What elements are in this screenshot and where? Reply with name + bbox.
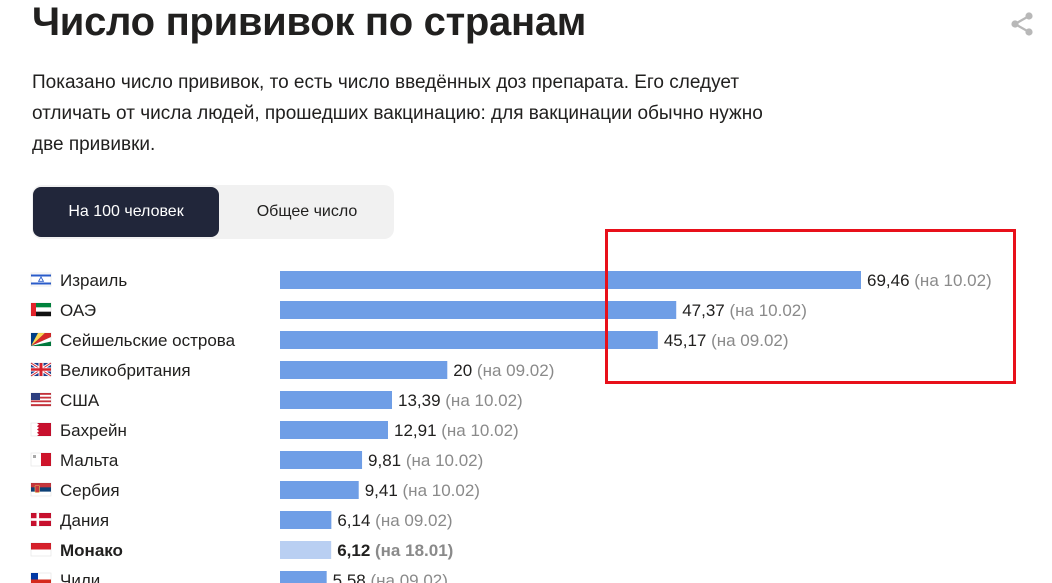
value-number: 13,39 [398, 391, 441, 410]
value-label: 47,37 (на 10.02) [682, 301, 807, 320]
vaccination-bar-chart: Израиль 69,46 (на 10.02) ОАЭ 47,37 (на 10.0… [30, 271, 992, 583]
value-label: 13,39 (на 10.02) [398, 391, 523, 410]
tab-total[interactable]: Общее число [256, 203, 358, 220]
flag-denmark-icon [30, 512, 52, 527]
chart-row: США 13,39 (на 10.02) [30, 391, 523, 410]
flag-usa-icon [30, 392, 52, 407]
value-number: 6,12 [337, 541, 370, 560]
value-label: 6,12 (на 18.01) [337, 541, 453, 560]
value-number: 6,14 [337, 511, 370, 530]
chart-bar [280, 541, 332, 559]
metric-tabs: На 100 человек Общее число [32, 185, 394, 239]
chart-bar [280, 421, 388, 439]
flag-monaco-icon [30, 542, 52, 557]
value-label: 69,46 (на 10.02) [867, 271, 992, 290]
value-number: 9,41 [365, 481, 398, 500]
value-date: (на 10.02) [441, 391, 523, 410]
flag-chile-icon [30, 572, 52, 583]
page-title: Число прививок по странам [32, 0, 587, 44]
chart-bar [280, 511, 332, 529]
value-label: 9,81 (на 10.02) [368, 451, 483, 470]
value-date: (на 10.02) [437, 421, 519, 440]
value-number: 9,81 [368, 451, 401, 470]
chart-row: Дания 6,14 (на 09.02) [30, 511, 453, 530]
value-number: 5,58 [333, 571, 366, 583]
country-label: Дания [60, 511, 109, 530]
country-label: Великобритания [60, 361, 191, 380]
country-label: Бахрейн [60, 421, 127, 440]
chart-row: Израиль 69,46 (на 10.02) [30, 271, 992, 290]
chart-row: Монако 6,12 (на 18.01) [30, 541, 453, 560]
value-number: 20 [453, 361, 472, 380]
flag-malta-icon [30, 452, 52, 467]
chart-row: Сейшельские острова 45,17 (на 09.02) [30, 331, 789, 350]
value-label: 6,14 (на 09.02) [337, 511, 452, 530]
value-number: 12,91 [394, 421, 437, 440]
chart-bar [280, 391, 393, 409]
chart-row: Чили 5,58 (на 09.02) [30, 571, 448, 583]
value-date: (на 09.02) [472, 361, 554, 380]
page-description: Показано число прививок, то есть число в… [32, 72, 763, 155]
chart-row: Мальта 9,81 (на 10.02) [30, 451, 483, 470]
share-icon[interactable] [1008, 10, 1036, 38]
flag-uk-icon [30, 361, 52, 378]
chart-bar [280, 481, 359, 499]
value-date: (на 09.02) [370, 511, 452, 530]
value-date: (на 09.02) [366, 571, 448, 583]
country-label: ОАЭ [60, 301, 96, 320]
flag-uae-icon [30, 302, 52, 317]
value-date: (на 10.02) [398, 481, 480, 500]
country-label: Сейшельские острова [60, 331, 236, 350]
chart-bar [280, 571, 327, 583]
chart-row: Сербия 9,41 (на 10.02) [30, 481, 480, 500]
tab-per-100[interactable]: На 100 человек [33, 187, 219, 237]
value-date: (на 09.02) [706, 331, 788, 350]
value-number: 69,46 [867, 271, 910, 290]
value-label: 12,91 (на 10.02) [394, 421, 519, 440]
value-number: 45,17 [664, 331, 707, 350]
value-date: (на 10.02) [910, 271, 992, 290]
value-label: 9,41 (на 10.02) [365, 481, 480, 500]
value-date: (на 10.02) [401, 451, 483, 470]
chart-row: ОАЭ 47,37 (на 10.02) [30, 301, 807, 320]
value-label: 5,58 (на 09.02) [333, 571, 448, 583]
chart-bar [280, 271, 861, 289]
value-date: (на 18.01) [370, 541, 453, 560]
value-number: 47,37 [682, 301, 725, 320]
flag-serbia-icon [30, 482, 52, 497]
country-label: США [60, 391, 100, 410]
chart-row: Бахрейн 12,91 (на 10.02) [30, 421, 519, 440]
country-label: Сербия [60, 481, 120, 500]
country-label: Чили [60, 571, 100, 583]
country-label: Монако [60, 541, 123, 560]
value-date: (на 10.02) [725, 301, 807, 320]
value-label: 20 (на 09.02) [453, 361, 554, 380]
flag-israel-icon [30, 272, 52, 287]
value-label: 45,17 (на 09.02) [664, 331, 789, 350]
country-label: Мальта [60, 451, 119, 470]
highlight-frame [605, 229, 1016, 384]
country-label: Израиль [60, 271, 127, 290]
flag-seychelles-icon [30, 332, 52, 347]
chart-bar [280, 361, 448, 379]
flag-bahrain-icon [30, 422, 52, 437]
chart-bar [280, 301, 677, 319]
chart-bar [280, 331, 658, 349]
chart-row: Великобритания 20 (на 09.02) [30, 361, 554, 380]
chart-bar [280, 451, 363, 469]
